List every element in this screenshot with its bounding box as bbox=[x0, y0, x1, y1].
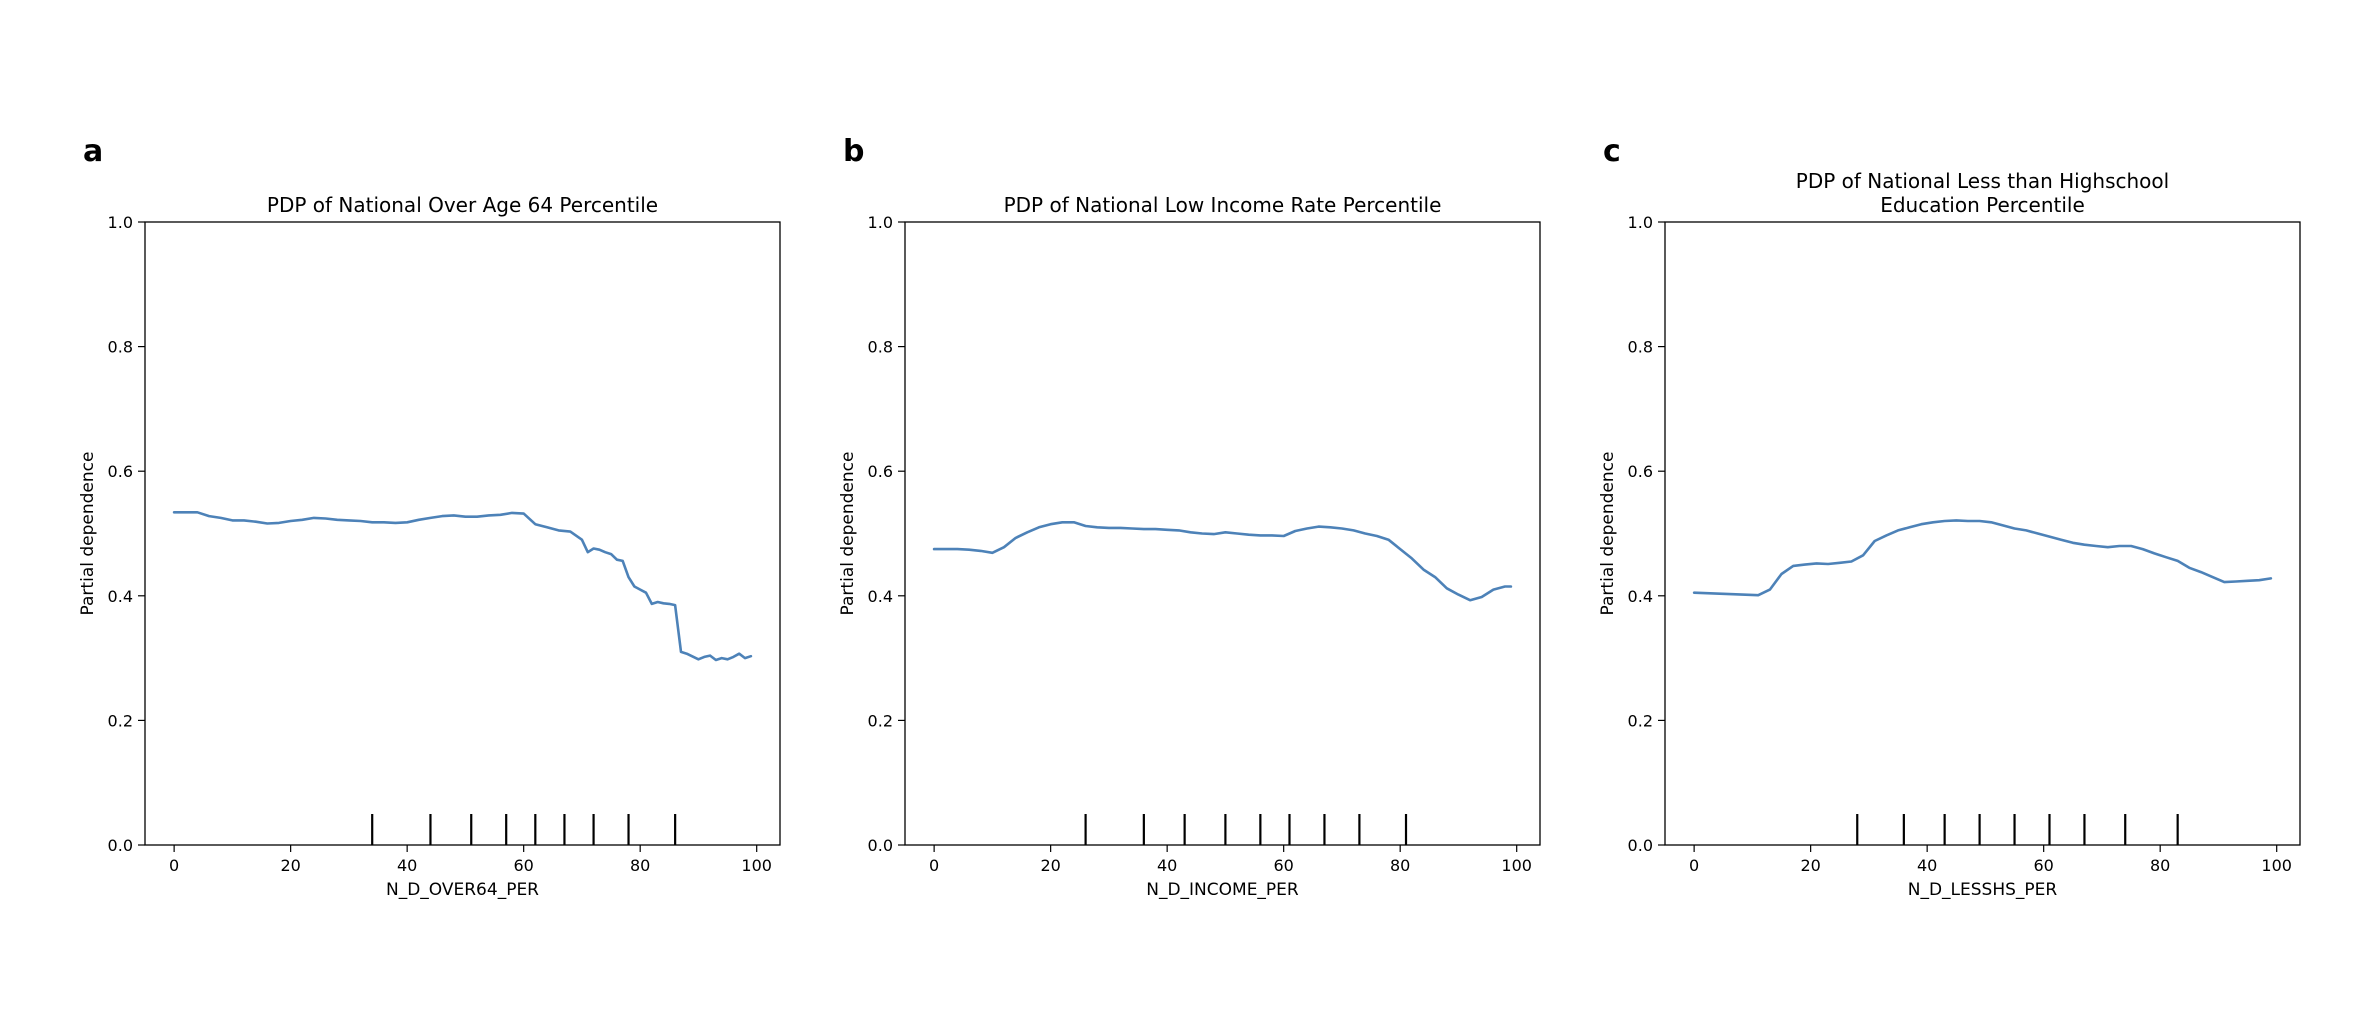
y-tick-label: 0.4 bbox=[108, 587, 133, 606]
y-tick-label: 1.0 bbox=[108, 213, 133, 232]
y-tick-label: 0.0 bbox=[868, 836, 893, 855]
x-tick-label: 20 bbox=[1800, 856, 1820, 875]
chart-title-line: Education Percentile bbox=[1880, 193, 2085, 217]
x-tick-label: 40 bbox=[397, 856, 417, 875]
y-tick-label: 0.6 bbox=[108, 462, 133, 481]
y-tick-label: 0.2 bbox=[1628, 711, 1653, 730]
pdp-series-line bbox=[1692, 519, 2273, 597]
plot-frame bbox=[904, 221, 1541, 846]
y-tick-label: 0.6 bbox=[868, 462, 893, 481]
panel-letter: a bbox=[83, 134, 103, 169]
chart-title-line: PDP of National Over Age 64 Percentile bbox=[267, 193, 658, 217]
chart-title-line: PDP of National Low Income Rate Percenti… bbox=[1004, 193, 1442, 217]
y-axis-label: Partial dependence bbox=[838, 452, 858, 616]
y-axis-label: Partial dependence bbox=[78, 452, 98, 616]
pdp-series-line bbox=[172, 510, 753, 662]
pdp-series-line bbox=[932, 520, 1513, 602]
x-tick-label: 60 bbox=[513, 856, 533, 875]
x-axis-label: N_D_OVER64_PER bbox=[386, 880, 539, 900]
y-tick-label: 0.2 bbox=[108, 711, 133, 730]
y-tick-label: 0.0 bbox=[1628, 836, 1653, 855]
plot-frame bbox=[144, 221, 781, 846]
y-tick-label: 0.4 bbox=[868, 587, 893, 606]
y-tick-label: 0.6 bbox=[1628, 462, 1653, 481]
y-tick-label: 0.8 bbox=[868, 338, 893, 357]
x-tick-label: 40 bbox=[1917, 856, 1937, 875]
x-tick-label: 80 bbox=[630, 856, 650, 875]
y-tick-label: 0.2 bbox=[868, 711, 893, 730]
y-tick-label: 0.0 bbox=[108, 836, 133, 855]
panel-letter: c bbox=[1603, 134, 1621, 169]
x-tick-label: 0 bbox=[929, 856, 939, 875]
x-tick-label: 100 bbox=[1501, 856, 1532, 875]
y-tick-label: 0.8 bbox=[1628, 338, 1653, 357]
x-tick-label: 20 bbox=[1040, 856, 1060, 875]
chart-title-line: PDP of National Less than Highschool bbox=[1796, 169, 2169, 193]
chart-panel-a: a PDP of National Over Age 64 Percentile 0… bbox=[78, 134, 781, 900]
x-tick-label: 20 bbox=[280, 856, 300, 875]
y-tick-label: 0.4 bbox=[1628, 587, 1653, 606]
plot-frame bbox=[1664, 221, 2301, 846]
y-tick-label: 1.0 bbox=[868, 213, 893, 232]
x-tick-label: 100 bbox=[2261, 856, 2292, 875]
x-axis-label: N_D_LESSHS_PER bbox=[1908, 880, 2058, 900]
x-tick-label: 60 bbox=[2033, 856, 2053, 875]
x-tick-label: 80 bbox=[1390, 856, 1410, 875]
panel-letter: b bbox=[843, 134, 864, 169]
x-tick-label: 0 bbox=[1689, 856, 1699, 875]
chart-panel-b: b PDP of National Low Income Rate Percent… bbox=[838, 134, 1541, 900]
y-tick-label: 0.8 bbox=[108, 338, 133, 357]
x-tick-label: 80 bbox=[2150, 856, 2170, 875]
x-tick-label: 40 bbox=[1157, 856, 1177, 875]
y-tick-label: 1.0 bbox=[1628, 213, 1653, 232]
x-tick-label: 0 bbox=[169, 856, 179, 875]
x-axis-label: N_D_INCOME_PER bbox=[1146, 880, 1299, 900]
chart-panel-c: c PDP of National Less than HighschoolEdu… bbox=[1598, 134, 2301, 900]
y-axis-label: Partial dependence bbox=[1598, 452, 1618, 616]
x-tick-label: 60 bbox=[1273, 856, 1293, 875]
x-tick-label: 100 bbox=[741, 856, 772, 875]
